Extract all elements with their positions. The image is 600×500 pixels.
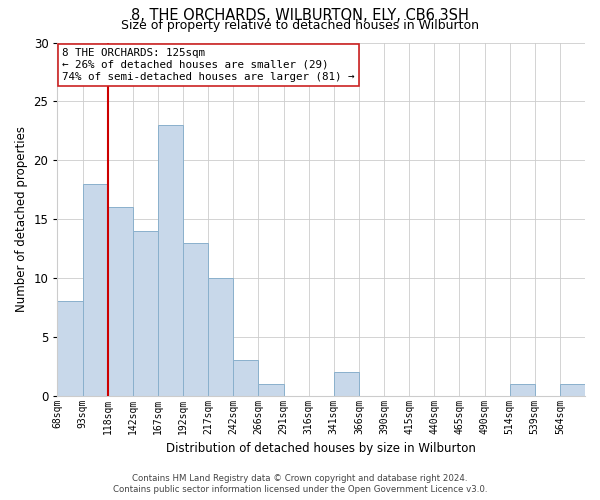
Bar — [58, 302, 83, 396]
Bar — [133, 231, 158, 396]
Bar — [233, 360, 259, 396]
Text: 8, THE ORCHARDS, WILBURTON, ELY, CB6 3SH: 8, THE ORCHARDS, WILBURTON, ELY, CB6 3SH — [131, 8, 469, 22]
Bar — [560, 384, 585, 396]
Y-axis label: Number of detached properties: Number of detached properties — [15, 126, 28, 312]
Bar — [509, 384, 535, 396]
Text: Size of property relative to detached houses in Wilburton: Size of property relative to detached ho… — [121, 19, 479, 32]
Bar — [83, 184, 108, 396]
Bar — [334, 372, 359, 396]
Bar — [108, 208, 133, 396]
Bar — [158, 125, 183, 396]
Text: Contains HM Land Registry data © Crown copyright and database right 2024.
Contai: Contains HM Land Registry data © Crown c… — [113, 474, 487, 494]
Text: 8 THE ORCHARDS: 125sqm
← 26% of detached houses are smaller (29)
74% of semi-det: 8 THE ORCHARDS: 125sqm ← 26% of detached… — [62, 48, 355, 82]
Bar — [259, 384, 284, 396]
X-axis label: Distribution of detached houses by size in Wilburton: Distribution of detached houses by size … — [166, 442, 476, 455]
Bar — [208, 278, 233, 396]
Bar — [183, 242, 208, 396]
